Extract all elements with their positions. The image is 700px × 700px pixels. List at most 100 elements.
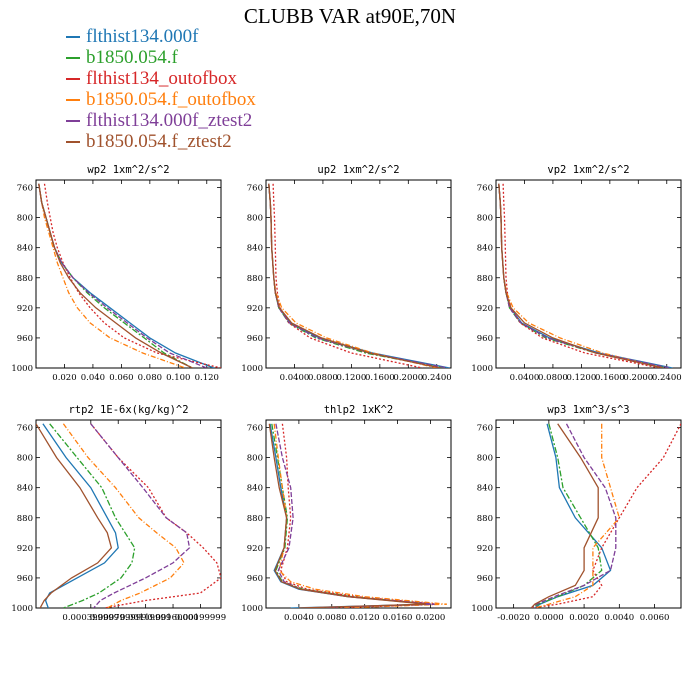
x-tick-label: 0.0800 bbox=[308, 373, 338, 383]
y-tick-label: 880 bbox=[247, 514, 263, 524]
legend-swatch bbox=[66, 77, 80, 80]
x-tick-label: 0.1200 bbox=[567, 373, 597, 383]
legend-item: b1850.054.f bbox=[66, 47, 256, 68]
chart-panel: rtp2 1E-6x(kg/kg)^2 760 800 840 880 920 960 100… bbox=[11, 404, 226, 623]
y-tick-label: 1000 bbox=[471, 604, 493, 614]
panel-title: thlp2 1xK^2 bbox=[324, 404, 394, 416]
x-tick-label: 0.0400 bbox=[510, 373, 540, 383]
legend-swatch bbox=[66, 56, 80, 59]
y-tick-label: 760 bbox=[477, 184, 493, 194]
legend-label: flthist134.000f bbox=[86, 26, 199, 47]
legend-item: flthist134.000f bbox=[66, 26, 256, 47]
y-tick-label: 1000 bbox=[11, 364, 33, 374]
series-line bbox=[272, 183, 423, 368]
series-line bbox=[38, 183, 186, 368]
series-line bbox=[498, 183, 664, 368]
x-tick-label: 0.00119999 bbox=[120, 613, 171, 623]
legend-item: flthist134_outofbox bbox=[66, 68, 256, 89]
series-line bbox=[271, 423, 431, 608]
y-tick-label: 960 bbox=[247, 334, 263, 344]
legend-swatch bbox=[66, 98, 80, 101]
legend-item: b1850.054.f_outofbox bbox=[66, 89, 256, 110]
legend-swatch bbox=[66, 35, 80, 38]
panel-title: rtp2 1E-6x(kg/kg)^2 bbox=[68, 404, 188, 416]
y-tick-label: 920 bbox=[477, 544, 493, 554]
y-tick-label: 840 bbox=[477, 484, 493, 494]
y-tick-label: 800 bbox=[17, 454, 33, 464]
series-line bbox=[268, 183, 445, 368]
legend-swatch bbox=[66, 140, 80, 143]
series-line bbox=[498, 183, 673, 368]
y-tick-label: 760 bbox=[17, 184, 33, 194]
y-tick-label: 1000 bbox=[471, 364, 493, 374]
y-tick-label: 920 bbox=[17, 544, 33, 554]
legend-label: b1850.054.f bbox=[86, 47, 178, 68]
y-tick-label: 800 bbox=[247, 454, 263, 464]
series-line bbox=[268, 183, 450, 368]
x-tick-label: 0.080 bbox=[138, 373, 162, 383]
series-line bbox=[531, 423, 681, 608]
y-tick-label: 880 bbox=[477, 274, 493, 284]
plot-frame bbox=[35, 179, 222, 369]
series-line bbox=[273, 423, 447, 608]
y-tick-label: 800 bbox=[477, 214, 493, 224]
legend-label: flthist134.000f_ztest2 bbox=[86, 110, 253, 131]
series-line bbox=[269, 423, 431, 608]
x-tick-label: 0.020 bbox=[52, 373, 76, 383]
y-tick-label: 840 bbox=[17, 244, 33, 254]
plot-frame bbox=[495, 419, 682, 609]
x-tick-label: 0.00160000 bbox=[147, 613, 198, 623]
x-tick-label: 0.000399999 bbox=[62, 613, 119, 623]
series-line bbox=[90, 423, 191, 608]
series-line bbox=[502, 183, 660, 368]
legend-label: flthist134_outofbox bbox=[86, 68, 237, 89]
y-tick-label: 920 bbox=[477, 304, 493, 314]
x-tick-label: 0.00199999 bbox=[175, 613, 226, 623]
series-line bbox=[530, 423, 617, 608]
y-tick-label: 760 bbox=[477, 424, 493, 434]
y-tick-label: 1000 bbox=[11, 604, 33, 614]
series-line bbox=[38, 183, 193, 368]
y-tick-label: 880 bbox=[247, 274, 263, 284]
y-tick-label: 960 bbox=[17, 574, 33, 584]
y-tick-label: 760 bbox=[17, 424, 33, 434]
y-tick-label: 880 bbox=[17, 274, 33, 284]
y-tick-label: 840 bbox=[477, 244, 493, 254]
series-line bbox=[530, 423, 599, 608]
legend-item: b1850.054.f_ztest2 bbox=[66, 131, 256, 152]
y-tick-label: 960 bbox=[17, 334, 33, 344]
series-line bbox=[268, 183, 448, 368]
x-tick-label: 0.0200 bbox=[416, 613, 446, 623]
series-line bbox=[275, 423, 435, 608]
series-line bbox=[268, 183, 441, 368]
y-tick-label: 840 bbox=[247, 484, 263, 494]
legend: flthist134.000f b1850.054.f flthist134_out… bbox=[66, 26, 256, 152]
y-tick-label: 800 bbox=[477, 454, 493, 464]
figure-title: CLUBB VAR at90E,70N bbox=[243, 4, 457, 28]
series-line bbox=[498, 183, 664, 368]
x-tick-label: 0.2000 bbox=[393, 373, 423, 383]
x-tick-label: 0.2000 bbox=[623, 373, 653, 383]
chart-panel: wp2 1xm^2/s^2 760 800 840 880 920 960 1000 0.020… bbox=[11, 164, 222, 383]
x-tick-label: 0.0000 bbox=[534, 613, 564, 623]
panel-title: up2 1xm^2/s^2 bbox=[317, 164, 399, 176]
plot-frame bbox=[35, 419, 222, 609]
y-tick-label: 880 bbox=[477, 514, 493, 524]
series-line bbox=[268, 423, 427, 608]
panel-title: wp2 1xm^2/s^2 bbox=[87, 164, 169, 176]
series-line bbox=[530, 423, 603, 608]
x-tick-label: 0.0160 bbox=[383, 613, 413, 623]
series-line bbox=[38, 183, 215, 368]
x-tick-label: 0.0800 bbox=[538, 373, 568, 383]
y-tick-label: 880 bbox=[17, 514, 33, 524]
x-tick-label: 0.000799999 bbox=[90, 613, 147, 623]
y-tick-label: 920 bbox=[17, 304, 33, 314]
series-line bbox=[49, 423, 136, 608]
x-tick-label: 0.040 bbox=[81, 373, 105, 383]
y-tick-label: 760 bbox=[247, 424, 263, 434]
legend-item: flthist134.000f_ztest2 bbox=[66, 110, 256, 131]
series-line bbox=[534, 423, 621, 608]
plot-frame bbox=[265, 419, 452, 609]
